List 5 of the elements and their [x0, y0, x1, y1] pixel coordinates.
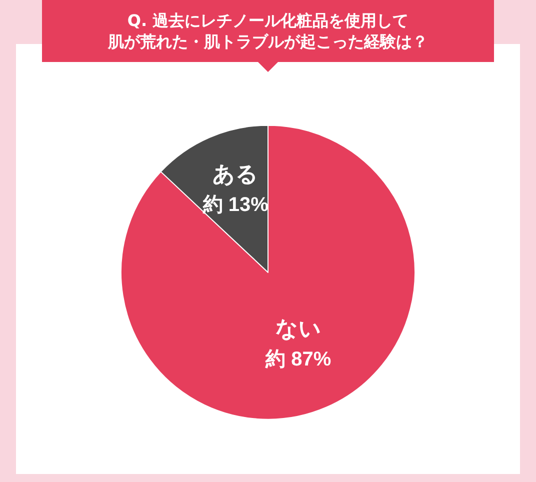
data-label: 約 87%	[264, 348, 332, 371]
slice-label: ない	[275, 316, 322, 342]
slice-label: ある	[212, 162, 259, 187]
data-label: 約 13%	[202, 194, 269, 216]
chart-title: Q. 過去にレチノール化粧品を使用して肌が荒れた・肌トラブルが起こった経験は？	[108, 10, 428, 52]
